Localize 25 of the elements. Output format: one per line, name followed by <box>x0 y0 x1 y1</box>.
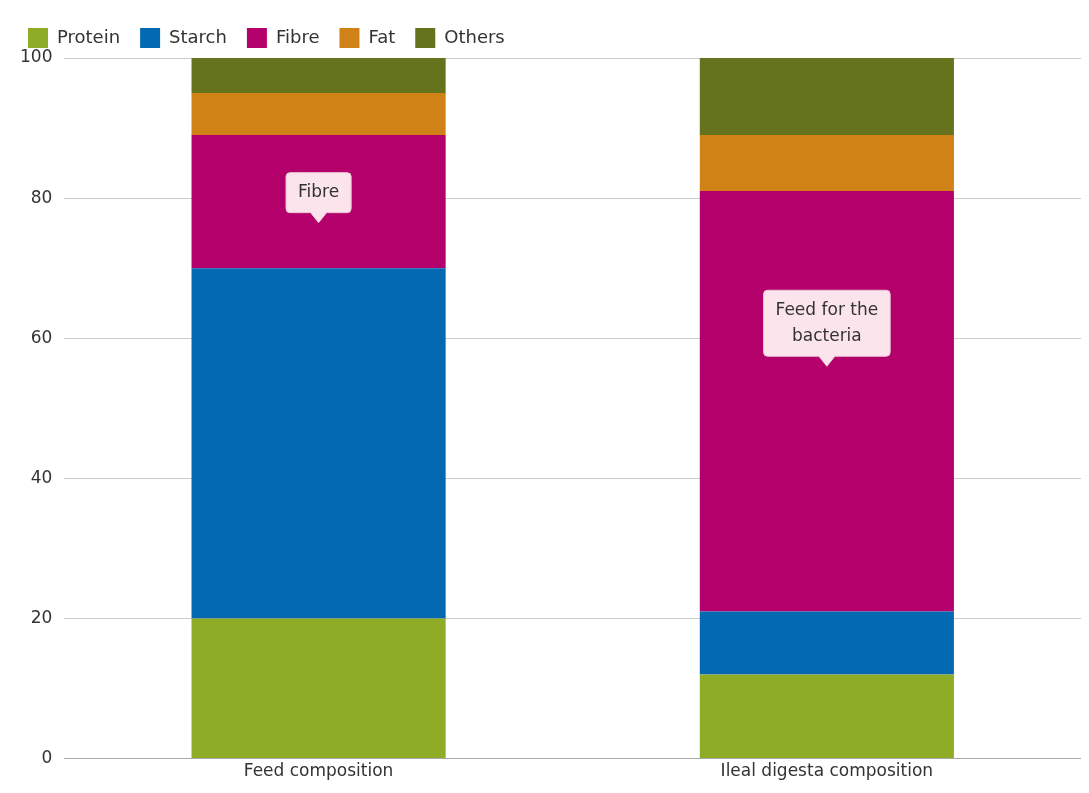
bar <box>191 58 446 94</box>
bar <box>191 618 446 759</box>
legend-label: Others <box>444 25 505 47</box>
x-tick-label: Ileal digesta composition <box>720 760 934 781</box>
y-tick-label: 40 <box>30 466 53 487</box>
bar <box>699 58 954 136</box>
legend-label: Fat <box>368 25 396 47</box>
y-tick-label: 80 <box>30 186 53 207</box>
legend-label: Starch <box>169 25 227 47</box>
bar <box>699 191 954 612</box>
bar <box>699 674 954 759</box>
annotation: Feed for the bacteria <box>775 298 879 345</box>
bar <box>699 611 954 675</box>
bar <box>191 268 446 619</box>
legend-label: Protein <box>57 25 121 47</box>
legend-label: Fibre <box>275 25 320 47</box>
annotation: Fibre <box>298 181 340 202</box>
y-tick-label: 100 <box>19 46 53 67</box>
bar <box>191 135 446 269</box>
bar <box>699 135 954 192</box>
y-tick-label: 20 <box>30 606 53 627</box>
y-tick-label: 60 <box>30 326 53 347</box>
x-tick-label: Feed composition <box>243 760 394 781</box>
y-tick-label: 0 <box>41 747 53 768</box>
bar <box>191 93 446 136</box>
